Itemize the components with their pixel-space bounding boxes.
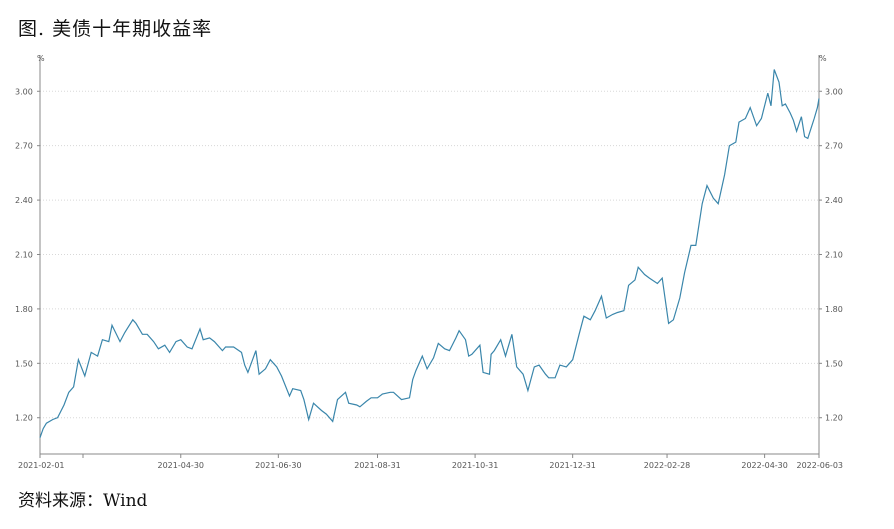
x-tick-label: 2022-02-28 (644, 461, 691, 470)
y-tick-label-left: 2.40 (15, 196, 33, 205)
x-tick-label: 2021-08-31 (354, 461, 401, 470)
series-line-us10y (39, 69, 820, 438)
x-tick-label: 2022-04-30 (741, 461, 788, 470)
x-tick-label: 2021-06-30 (255, 461, 302, 470)
source-note: 资料来源：Wind (18, 491, 148, 511)
chart-title: 图. 美债十年期收益率 (18, 18, 213, 40)
y-tick-label-left: 2.70 (15, 142, 33, 151)
y-axis-left: 1.20 1.50 1.80 2.10 2.40 2.70 3.00 (15, 87, 40, 423)
x-tick-label: 2021-02-01 (18, 461, 65, 470)
x-tick-label: 2021-12-31 (549, 461, 596, 470)
y-tick-label-right: 2.10 (825, 251, 843, 260)
x-axis: 2021-02-01 2021-04-30 2021-06-30 2021-08-31… (18, 454, 843, 470)
y-tick-label-left: 1.20 (15, 414, 33, 423)
y-tick-label-right: 1.80 (825, 305, 843, 314)
x-tick-label: 2021-10-31 (452, 461, 499, 470)
y-unit-left: % (37, 54, 45, 63)
x-tick-label: 2021-04-30 (158, 461, 205, 470)
x-tick-label: 2022-06-03 (797, 461, 844, 470)
y-axis-right: 1.20 1.50 1.80 2.10 2.40 2.70 3.00 (819, 87, 843, 423)
y-tick-label-left: 1.50 (15, 359, 33, 368)
y-tick-label-right: 3.00 (825, 87, 843, 96)
y-unit-right: % (819, 54, 827, 63)
y-tick-label-right: 2.70 (825, 142, 843, 151)
y-tick-label-right: 1.50 (825, 359, 843, 368)
chart-axes (39, 55, 820, 455)
y-tick-label-left: 1.80 (15, 305, 33, 314)
y-tick-label-left: 3.00 (15, 87, 33, 96)
y-tick-label-left: 2.10 (15, 251, 33, 260)
y-tick-label-right: 1.20 (825, 414, 843, 423)
grid-lines (40, 90, 819, 419)
y-tick-label-right: 2.40 (825, 196, 843, 205)
